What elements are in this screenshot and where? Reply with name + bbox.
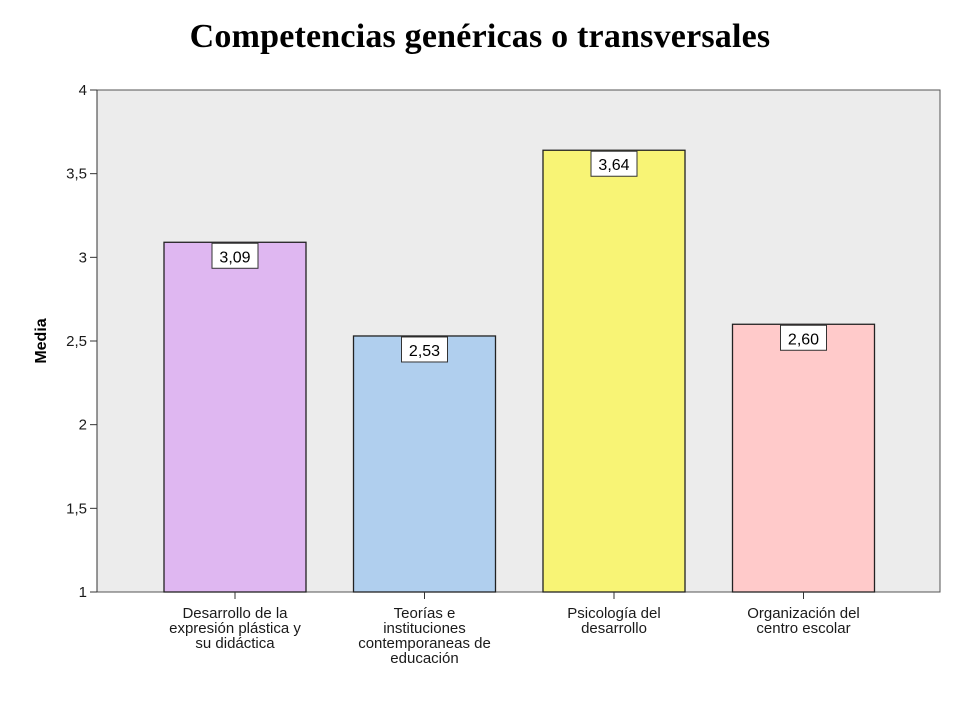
bar	[542, 149, 686, 593]
bar	[352, 335, 497, 593]
y-tick-label: 1	[79, 584, 87, 601]
x-tick-label: Organización del centro escolar	[747, 605, 860, 637]
x-tick-label: Psicología del desarrollo	[567, 605, 660, 637]
y-axis-label: Media	[33, 318, 50, 363]
x-tick-label: Teorías e instituciones contemporaneas de e…	[358, 605, 491, 667]
bars: 3,09 2,53 3,64 2,60	[163, 149, 876, 593]
y-axis: 1 1,5 2 2,5 3 3,5 4	[66, 82, 98, 601]
bar	[731, 323, 876, 593]
data-label: 3,09	[219, 249, 250, 266]
data-label-box	[780, 324, 827, 351]
bar	[163, 241, 307, 593]
data-label: 2,53	[409, 343, 440, 360]
chart-title: Competencias genéricas o transversales	[189, 18, 771, 55]
data-label: 2,60	[788, 331, 819, 348]
y-tick-label: 2,5	[66, 333, 87, 350]
data-label-box	[590, 150, 638, 177]
x-axis: Desarrollo de la expresión plástica y su d…	[169, 592, 860, 667]
x-tick-label: Desarrollo de la expresión plástica y su d…	[169, 605, 301, 652]
data-label-box	[401, 336, 448, 363]
data-label: 3,64	[598, 157, 629, 174]
y-tick-label: 3,5	[66, 166, 87, 183]
y-tick-label: 2	[79, 417, 87, 434]
data-label-box	[211, 242, 259, 269]
y-tick-label: 3	[79, 249, 87, 266]
y-tick-label: 4	[79, 82, 87, 99]
y-tick-label: 1,5	[66, 500, 87, 517]
